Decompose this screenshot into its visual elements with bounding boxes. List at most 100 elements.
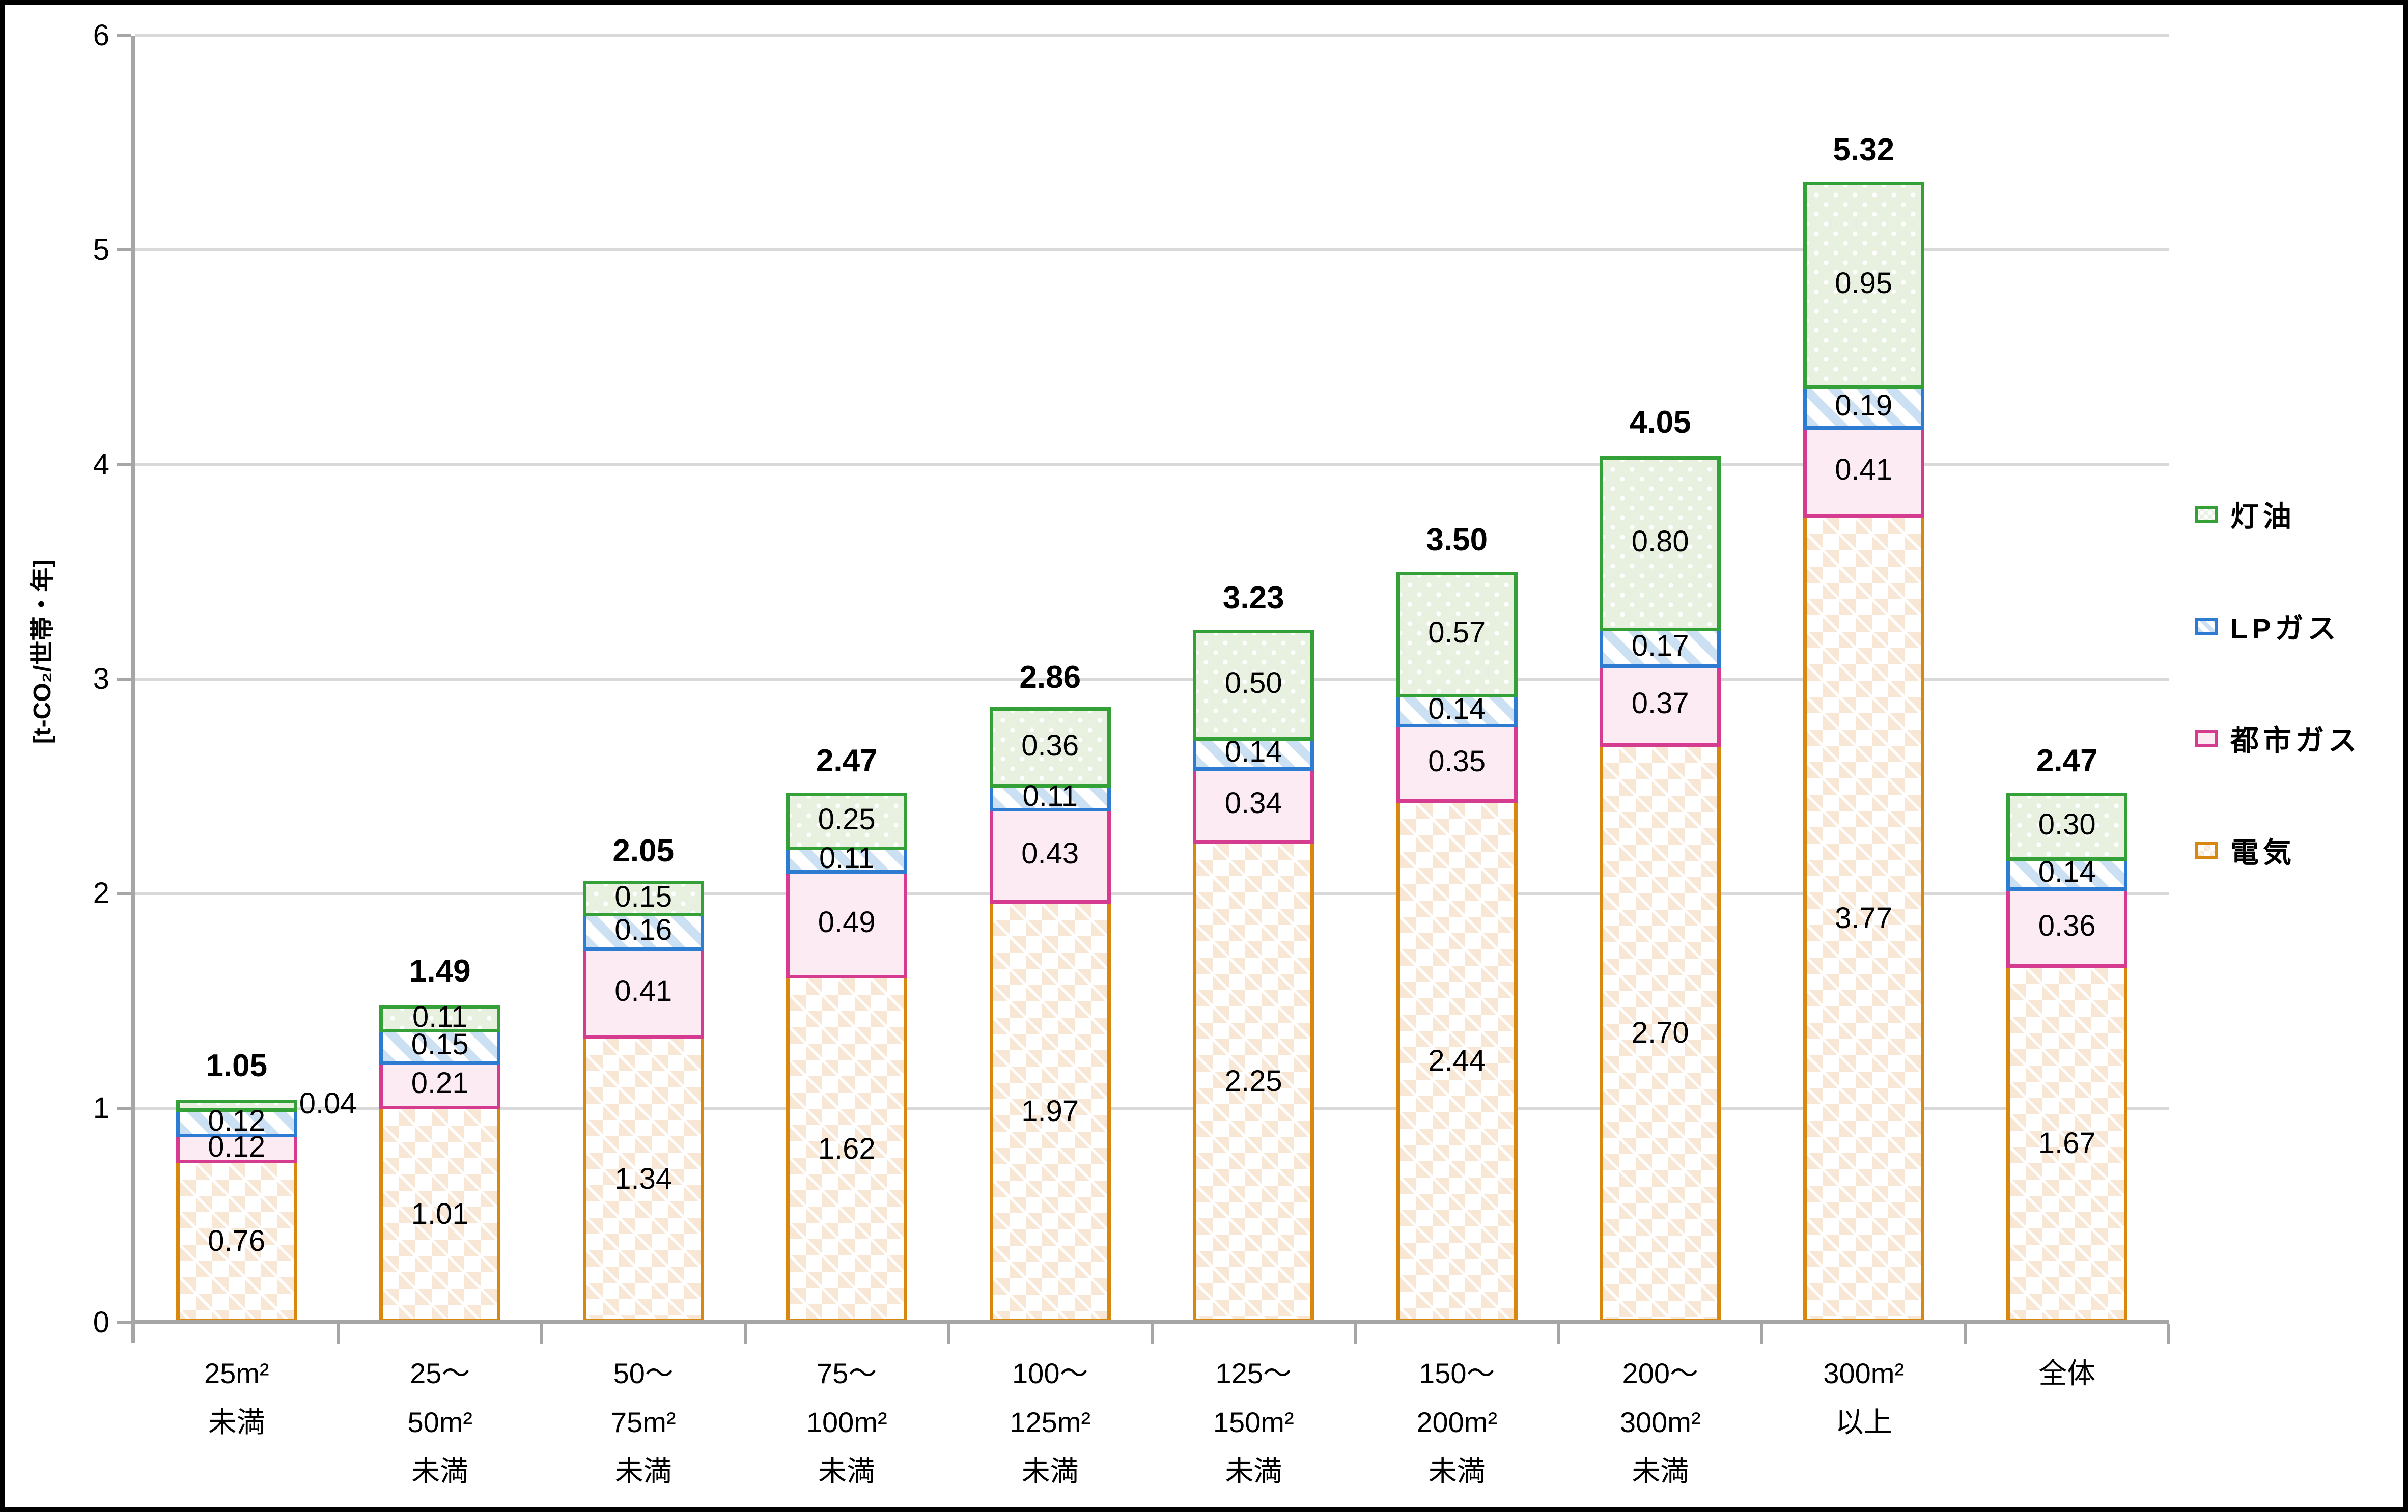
bar-segment-lpgas [1600, 627, 1721, 668]
bar-segment-citygas [582, 947, 704, 1039]
bar-segment-lpgas [379, 1028, 501, 1065]
legend-marker-citygas [2195, 730, 2218, 747]
y-axis-line [131, 36, 135, 1343]
segment-label-electricity: 1.34 [614, 1162, 673, 1195]
legend-marker-kerosene [2195, 506, 2218, 523]
bar-segment-lpgas [176, 1108, 297, 1138]
total-label: 3.23 [1222, 580, 1284, 616]
x-axis-label-line: 300m² [1619, 1406, 1701, 1438]
y-axis-tick [117, 1106, 131, 1110]
x-axis-label-line: 以上 [1835, 1406, 1892, 1438]
total-label: 2.47 [816, 743, 878, 779]
x-axis-label-line: 25m² [204, 1357, 269, 1389]
x-axis-label-line: 未満 [614, 1455, 672, 1487]
segment-label-citygas: 0.43 [1021, 837, 1079, 871]
y-tick-label: 0 [93, 1306, 109, 1339]
bar-segment-citygas [1396, 724, 1518, 803]
legend-marker-lpgas [2195, 618, 2218, 635]
x-axis-label-line: 未満 [1428, 1455, 1486, 1487]
x-axis-category-label: 200～ 300m² 未満 [1553, 1349, 1767, 1496]
total-label: 1.05 [206, 1048, 268, 1083]
bar-segment-kerosene [1803, 181, 1924, 389]
x-axis-category-label: 25～ 50m² 未満 [333, 1349, 547, 1496]
x-axis-label-line: 200m² [1416, 1406, 1498, 1438]
x-axis-category-label: 25m² 未満 [130, 1349, 344, 1447]
segment-label-kerosene: 0.15 [614, 880, 673, 913]
x-axis-tick [1150, 1324, 1154, 1344]
x-axis-tick [540, 1324, 543, 1344]
bar-segment-kerosene [176, 1099, 297, 1112]
legend-item-citygas: 都市ガス [2195, 722, 2361, 757]
total-label: 2.47 [2036, 743, 2098, 779]
x-axis-tick [2167, 1324, 2170, 1344]
segment-label-lpgas: 0.11 [1022, 779, 1078, 813]
plot-area: 0.76 0.12 0.12 0.04 1.05 25m² 未満 1.01 0.21 0.15 0.… [117, 34, 2170, 1487]
x-axis-label-line: 75m² [610, 1406, 676, 1438]
x-axis-label-line: 100～ [1012, 1357, 1088, 1389]
x-axis-category-label: 全体 [1960, 1349, 2174, 1398]
total-label: 3.50 [1426, 522, 1488, 558]
bar-segment-electricity [1600, 743, 1721, 1323]
segment-label-lpgas: 0.14 [1224, 735, 1282, 769]
bar-segment-electricity [786, 975, 908, 1323]
x-axis-tick [947, 1324, 950, 1344]
segment-label-electricity: 1.01 [411, 1197, 469, 1231]
bar-segment-kerosene [1396, 572, 1518, 698]
bar-segment-lpgas [1396, 694, 1518, 728]
segment-label-electricity: 3.77 [1835, 901, 1893, 935]
segment-label-lpgas: 0.14 [2038, 855, 2096, 889]
segment-label-citygas: 0.12 [208, 1130, 266, 1163]
x-axis-label-line: 未満 [1225, 1455, 1282, 1487]
segment-label-kerosene: 0.36 [1021, 729, 1079, 762]
segment-label-electricity: 1.62 [818, 1132, 876, 1165]
total-label: 2.86 [1019, 659, 1081, 695]
segment-label-lpgas: 0.12 [208, 1104, 266, 1137]
segment-label-citygas: 0.37 [1631, 687, 1689, 720]
bar-segment-electricity [989, 900, 1111, 1323]
bar-segment-electricity [582, 1035, 704, 1323]
x-axis-category-label: 300m² 以上 [1757, 1349, 1971, 1447]
legend-label-lpgas: LPガス [2230, 612, 2340, 645]
x-axis-label-line: 未満 [411, 1455, 469, 1487]
segment-label-kerosene: 0.25 [818, 802, 876, 836]
bar-segment-kerosene [989, 707, 1111, 788]
bar-segment-electricity [1193, 840, 1314, 1323]
total-label: 2.05 [612, 833, 675, 869]
bar-segment-kerosene [379, 1005, 501, 1032]
y-axis-tick [117, 678, 131, 681]
bar-segment-lpgas [582, 913, 704, 951]
x-axis-tick [1557, 1324, 1560, 1344]
bar-segment-citygas [2006, 887, 2128, 968]
y-axis-tick [117, 1321, 131, 1324]
segment-label-electricity: 1.97 [1021, 1094, 1079, 1128]
segment-label-electricity: 1.67 [2038, 1127, 2096, 1160]
bar-segment-kerosene [786, 793, 908, 850]
segment-label-kerosene: 0.50 [1224, 666, 1282, 700]
x-axis-label-line: 75～ [817, 1357, 877, 1389]
segment-label-kerosene: 0.80 [1631, 525, 1689, 558]
gridline-y-5 [135, 248, 2169, 252]
x-axis-tick [1760, 1324, 1763, 1344]
x-axis-label-line: 未満 [1021, 1455, 1079, 1487]
x-axis-label-line: 未満 [208, 1406, 265, 1438]
segment-label-citygas: 0.34 [1224, 787, 1282, 820]
y-tick-label: 4 [93, 447, 109, 481]
segment-label-citygas: 0.49 [818, 906, 876, 939]
segment-label-electricity: 0.76 [208, 1224, 266, 1257]
legend-label-electricity: 電気 [2230, 836, 2295, 869]
x-axis-category-label: 150～ 200m² 未満 [1350, 1349, 1564, 1496]
x-axis-label-line: 300m² [1823, 1357, 1905, 1389]
segment-label-lpgas: 0.15 [411, 1028, 469, 1061]
total-label: 4.05 [1629, 404, 1691, 440]
bar-segment-kerosene [1600, 456, 1721, 631]
x-axis-label-line: 150m² [1213, 1406, 1294, 1438]
y-axis-tick [117, 248, 131, 252]
x-axis-category-label: 75～ 100m² 未満 [740, 1349, 954, 1496]
y-tick-label: 6 [93, 19, 109, 52]
x-axis-label-line: 未満 [818, 1455, 876, 1487]
total-label: 5.32 [1833, 132, 1895, 167]
segment-label-electricity: 2.70 [1631, 1016, 1689, 1050]
bar-segment-lpgas [1193, 737, 1314, 771]
segment-label-citygas: 0.41 [614, 974, 673, 1008]
